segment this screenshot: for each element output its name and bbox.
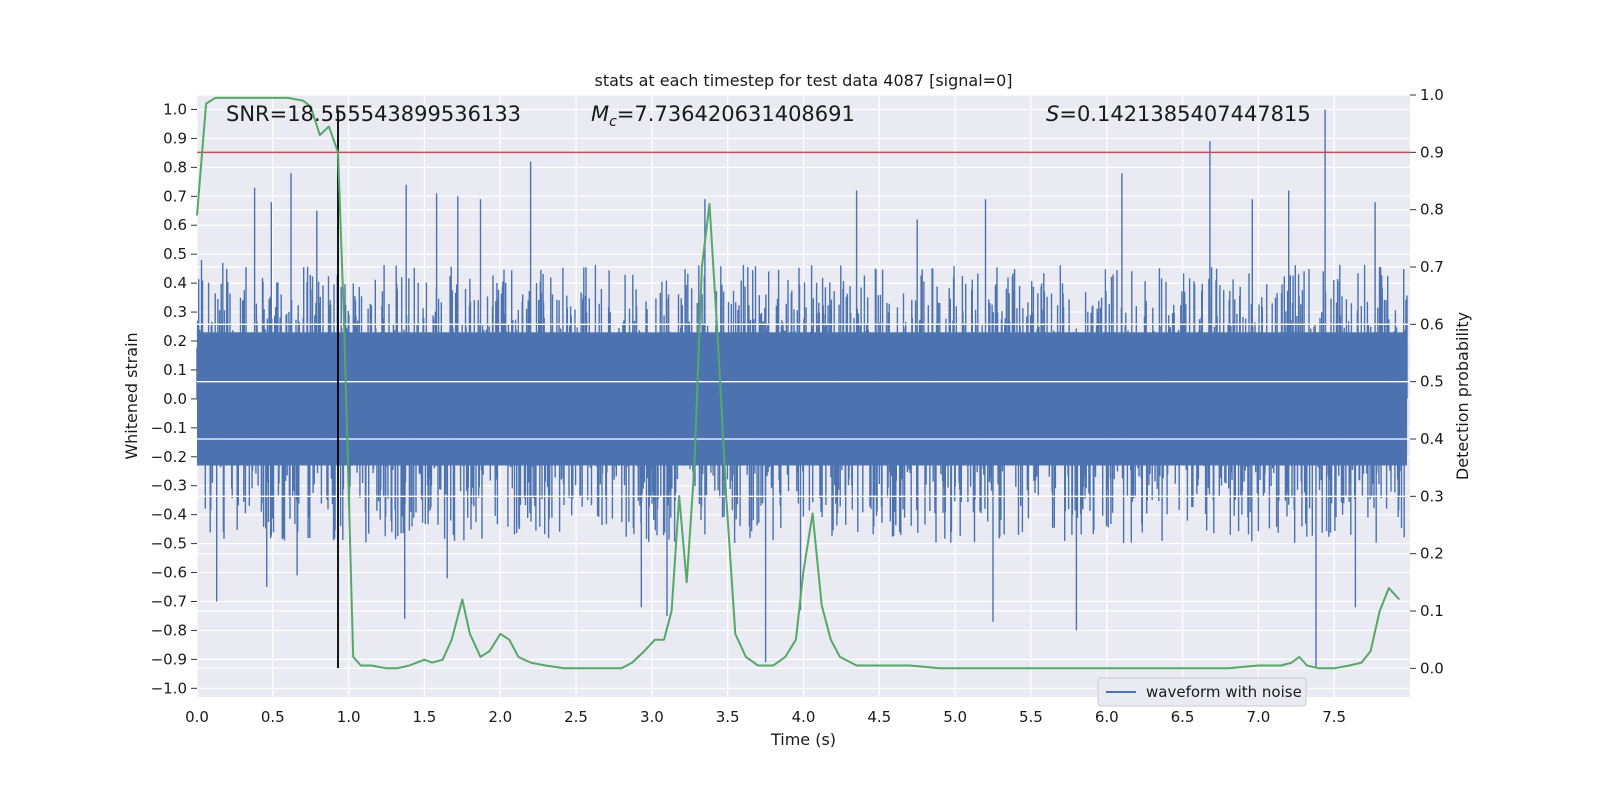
y-tick-label: 0.4	[163, 274, 187, 292]
legend-label: waveform with noise	[1146, 683, 1302, 701]
x-tick-label: 7.5	[1322, 708, 1346, 726]
y-tick-label: −0.8	[151, 621, 187, 639]
waveform-trace	[196, 109, 1408, 669]
x-tick-label: 0.0	[185, 708, 209, 726]
x-tick-label: 5.0	[943, 708, 967, 726]
chirp-mass-value: =7.736420631408691	[617, 102, 855, 126]
x-tick-label: 1.5	[413, 708, 437, 726]
score-value: =0.1421385407447815	[1059, 102, 1310, 126]
y2-tick-label: 0.6	[1420, 315, 1444, 333]
y2-tick-label: 0.0	[1420, 659, 1444, 677]
chirp-mass-symbol: M	[591, 102, 609, 126]
y-tick-label: −0.9	[151, 650, 187, 668]
score-symbol: S	[1046, 102, 1059, 126]
x-tick-label: 2.5	[564, 708, 588, 726]
x-tick-label: 3.5	[716, 708, 740, 726]
y-tick-label: 0.1	[163, 361, 187, 379]
x-tick-label: 5.5	[1019, 708, 1043, 726]
x-tick-label: 4.0	[792, 708, 816, 726]
y-tick-label: −0.1	[151, 419, 187, 437]
x-tick-label: 6.5	[1171, 708, 1195, 726]
x-tick-label: 7.0	[1246, 708, 1270, 726]
legend-box	[1097, 677, 1307, 707]
x-tick-label: 2.0	[488, 708, 512, 726]
y-tick-label: 0.8	[163, 158, 187, 176]
y-tick-label: −0.7	[151, 592, 187, 610]
y2-tick-label: 0.2	[1420, 545, 1444, 563]
y-tick-label: 0.2	[163, 332, 187, 350]
y-tick-label: 0.0	[163, 390, 187, 408]
y-axis-label: Whitened strain	[122, 332, 141, 459]
chart-title: stats at each timestep for test data 408…	[594, 71, 1012, 90]
y2-axis-label: Detection probability	[1453, 312, 1472, 480]
score-annotation: S=0.1421385407447815	[1046, 102, 1311, 126]
y-tick-label: 0.6	[163, 216, 187, 234]
y-tick-label: 0.7	[163, 187, 187, 205]
waveform-layer	[196, 109, 1410, 669]
x-tick-label: 0.5	[261, 708, 285, 726]
y2-tick-label: 0.1	[1420, 602, 1444, 620]
y2-tick-label: 0.5	[1420, 373, 1444, 391]
y-tick-label: −0.3	[151, 477, 187, 495]
y-tick-label: −0.5	[151, 535, 187, 553]
y-tick-label: −0.4	[151, 506, 187, 524]
probability-layer	[196, 96, 1401, 670]
tick-layer: 0.0 0.5 1.0 1.5 2.0 2.5 3.0 3.5 4.0 4.5 5.0 5.5 6.0 6…	[151, 86, 1444, 726]
y-tick-label: −1.0	[151, 679, 187, 697]
x-axis-label: Time (s)	[770, 730, 836, 749]
x-tick-label: 4.5	[867, 708, 891, 726]
y-tick-label: 1.0	[163, 100, 187, 118]
y2-tick-label: 0.3	[1420, 487, 1444, 505]
y-tick-label: −0.2	[151, 448, 187, 466]
x-tick-label: 1.0	[337, 708, 361, 726]
chirp-mass-annotation: Mc=7.736420631408691	[591, 102, 855, 130]
y2-tick-label: 1.0	[1420, 86, 1444, 104]
y2-tick-label: 0.4	[1420, 430, 1444, 448]
y2-tick-label: 0.8	[1420, 201, 1444, 219]
y2-tick-label: 0.7	[1420, 258, 1444, 276]
x-tick-label: 6.0	[1095, 708, 1119, 726]
y-tick-label: 0.9	[163, 129, 187, 147]
y-tick-label: 0.5	[163, 245, 187, 263]
y2-tick-label: 0.9	[1420, 143, 1444, 161]
chirp-mass-subscript: c	[609, 114, 617, 130]
x-tick-label: 3.0	[640, 708, 664, 726]
legend: waveform with noise	[1097, 677, 1307, 707]
snr-annotation: SNR=18.555543899536133	[226, 102, 521, 126]
y-tick-label: 0.3	[163, 303, 187, 321]
probability-line	[196, 96, 1401, 670]
y-tick-label: −0.6	[151, 564, 187, 582]
